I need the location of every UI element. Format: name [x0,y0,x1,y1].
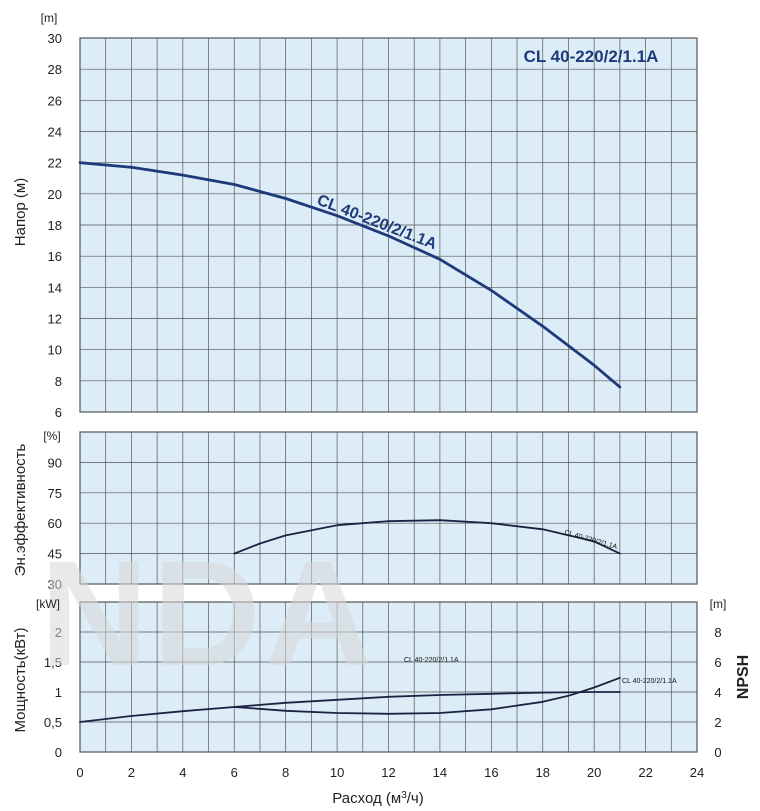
x-axis-title: Расход (м3/ч) [332,790,423,808]
y-tick-label: 1 [55,685,62,700]
x-tick-label: 4 [179,765,186,780]
x-tick-label: 8 [282,765,289,780]
power-curve-label: CL 40-220/2/1.1A [404,657,459,664]
y-tick-label: 2 [55,625,62,640]
y-tick-label: 18 [48,218,62,233]
y-tick-label: 45 [48,547,62,562]
x-tick-label: 12 [381,765,395,780]
y-tick-label: 1,5 [44,655,62,670]
x-axis-unit-superscript: 3 [401,790,407,801]
x-tick-label: 24 [690,765,704,780]
x-tick-label: 10 [330,765,344,780]
y-tick-label: 6 [55,405,62,420]
power-curve-left [79,691,621,723]
y-tick-label: 12 [48,312,62,327]
y-tick-label: 30 [48,31,62,46]
y-tick-label: 14 [48,280,62,295]
y-tick-label: 24 [48,125,62,140]
efficiency-unit-label: [%] [43,429,60,443]
npsh-unit-label: [m] [710,597,727,611]
grid-lines [80,38,697,752]
efficiency-axis-title: Эн.эффективность [12,443,29,576]
y-tick-label: 0,5 [44,715,62,730]
power-unit-label: [kW] [36,597,60,611]
x-tick-label: 2 [128,765,135,780]
tick-labels: 681012141618202224262830304560759000,511… [44,31,722,780]
power-axis-title: Мощность(кВт) [12,627,29,732]
head-axis-title: Напор (м) [12,178,29,246]
head-unit-label: [m] [41,11,58,25]
x-tick-label: 0 [76,765,83,780]
y-tick-label: 8 [55,374,62,389]
npsh-tick-label: 0 [714,745,721,760]
y-tick-label: 75 [48,486,62,501]
y-tick-label: 10 [48,343,62,358]
npsh-tick-label: 4 [714,685,721,700]
y-tick-label: 0 [55,745,62,760]
efficiency-curve-main [233,519,621,555]
x-tick-label: 16 [484,765,498,780]
curves [78,161,622,723]
y-tick-label: 20 [48,187,62,202]
npsh-tick-label: 8 [714,625,721,640]
npsh-axis-title: NPSH [735,655,752,699]
power-curve-right [233,676,621,715]
y-tick-label: 60 [48,516,62,531]
y-tick-label: 16 [48,249,62,264]
watermark-text: NDA [40,529,377,697]
x-tick-label: 14 [433,765,447,780]
head-curve-main [78,161,622,389]
x-tick-label: 18 [536,765,550,780]
x-tick-label: 20 [587,765,601,780]
y-tick-label: 90 [48,455,62,470]
npsh-curve-label: CL 40-220/2/1.1A [622,678,677,685]
y-tick-label: 28 [48,62,62,77]
model-title: CL 40-220/2/1.1A [524,47,659,66]
y-tick-label: 26 [48,93,62,108]
watermark-layer: NDA [40,529,377,697]
npsh-tick-label: 2 [714,715,721,730]
y-tick-label: 30 [48,577,62,592]
y-tick-label: 22 [48,156,62,171]
npsh-tick-label: 6 [714,655,721,670]
x-tick-label: 6 [231,765,238,780]
x-tick-label: 22 [638,765,652,780]
